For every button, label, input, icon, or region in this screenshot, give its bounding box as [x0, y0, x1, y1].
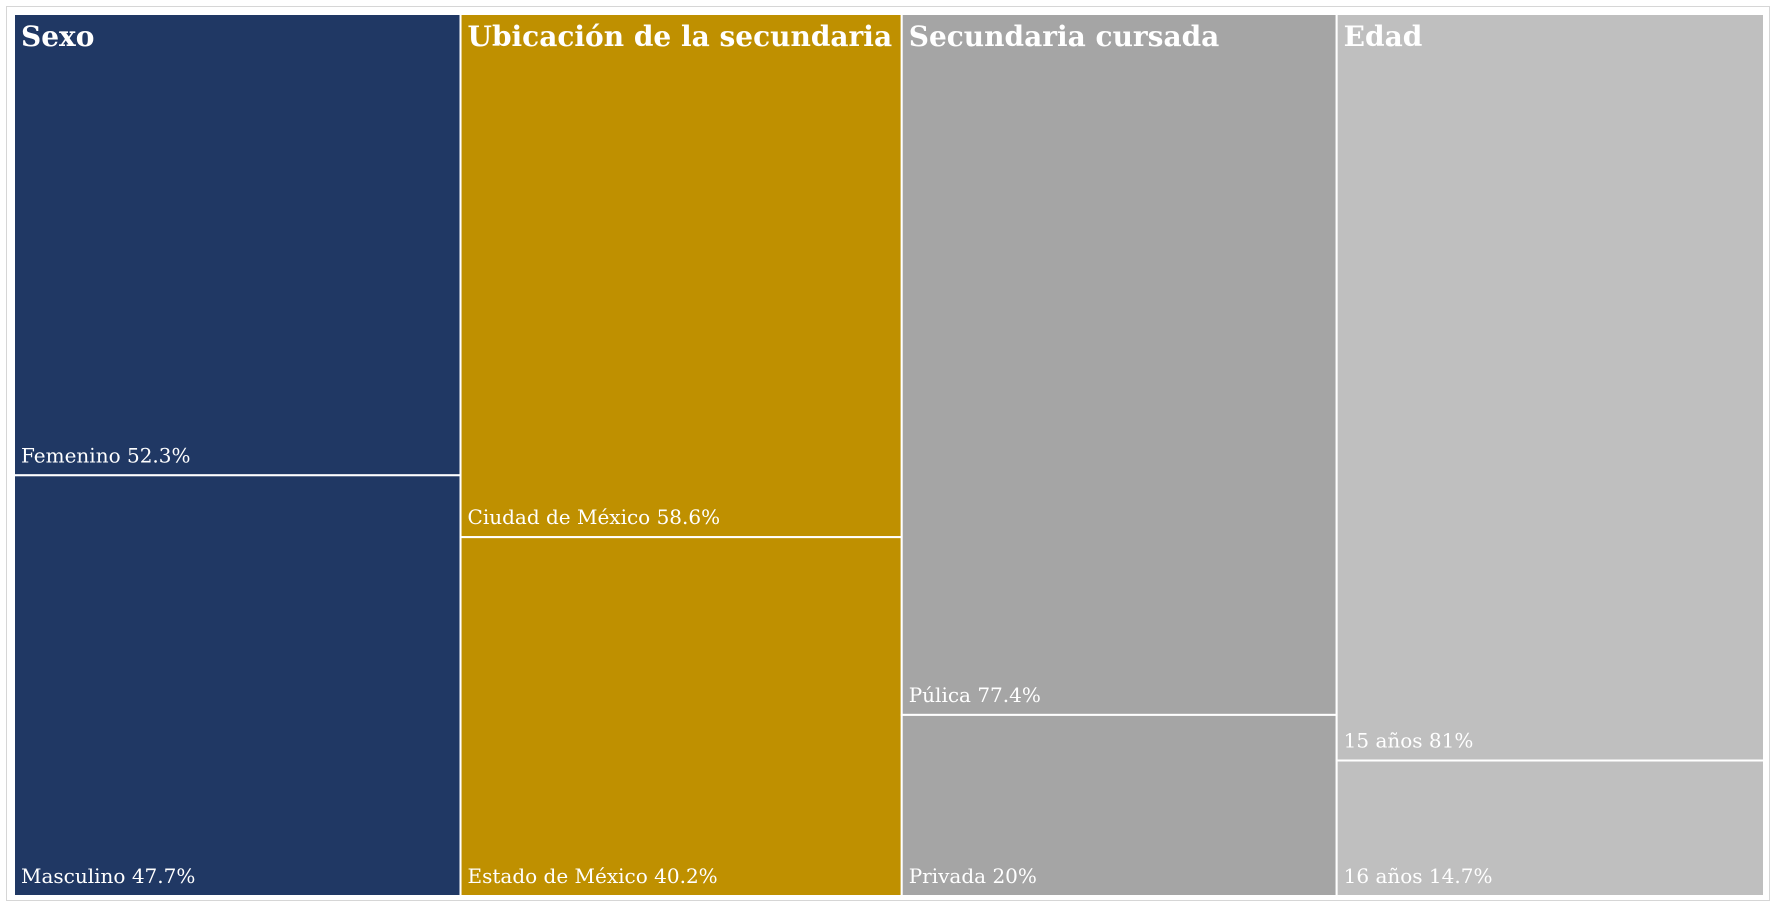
treemap-cell-privada	[900, 713, 1338, 897]
treemap-cell-15-anos	[1335, 13, 1765, 762]
cell-label-pulica: Púlica 77.4%	[909, 683, 1041, 707]
group-title-sexo: Sexo	[21, 20, 94, 53]
group-edad: 15 años 81% 16 años 14.7% Edad	[1335, 13, 1765, 898]
treemap-cell-masculino	[13, 474, 462, 897]
cell-label-estado-de-mexico: Estado de México 40.2%	[468, 864, 718, 888]
cell-label-femenino: Femenino 52.3%	[21, 443, 191, 467]
cell-label-16-anos: 16 años 14.7%	[1344, 864, 1493, 888]
cell-label-ciudad-de-mexico: Ciudad de México 58.6%	[468, 505, 721, 529]
treemap-cell-femenino	[13, 13, 462, 477]
group-ubicacion-de-la-secundaria: Ciudad de México 58.6% Estado de México 4…	[459, 13, 903, 898]
group-title-edad: Edad	[1344, 20, 1423, 53]
group-sexo: Femenino 52.3% Masculino 47.7% Sexo	[13, 13, 462, 897]
cell-label-masculino: Masculino 47.7%	[21, 864, 195, 888]
treemap-cell-estado-de-mexico	[459, 536, 903, 898]
group-title-ubicacion-de-la-secundaria: Ubicación de la secundaria	[468, 20, 893, 53]
cell-label-15-anos: 15 años 81%	[1344, 729, 1474, 753]
treemap-cell-16-anos	[1335, 759, 1765, 898]
treemap-cell-ciudad-de-mexico	[459, 13, 903, 539]
treemap-cell-pulica	[900, 13, 1338, 716]
cell-label-privada: Privada 20%	[909, 864, 1037, 888]
group-title-secundaria-cursada: Secundaria cursada	[909, 20, 1220, 53]
group-secundaria-cursada: Púlica 77.4% Privada 20% Secundaria cursad…	[900, 13, 1338, 897]
